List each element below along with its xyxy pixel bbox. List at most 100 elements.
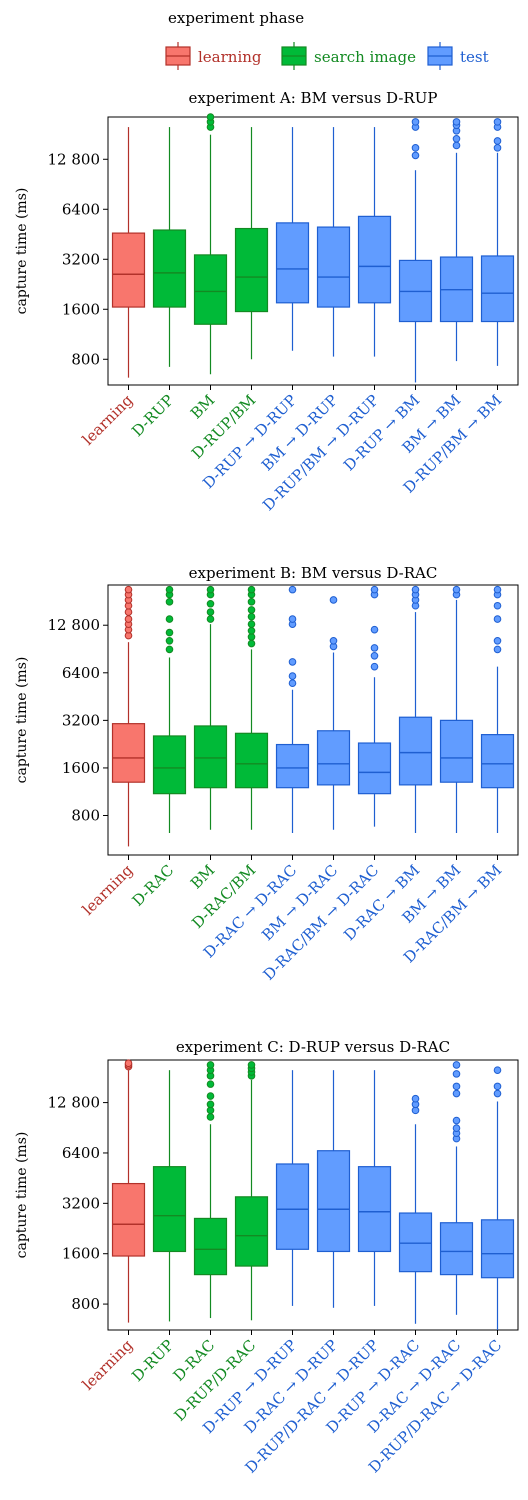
outlier-point [370, 585, 379, 594]
x-tick-label: BM [187, 861, 218, 892]
outlier-point [165, 598, 174, 606]
y-tick-label: 800 [71, 350, 100, 368]
outlier-point [370, 662, 379, 671]
box: learning [79, 127, 146, 449]
outlier-point [206, 1113, 215, 1121]
box-iqr [275, 222, 310, 304]
outlier-point [493, 585, 502, 594]
x-tick-label: learning [79, 861, 137, 919]
box: learning [79, 585, 146, 919]
box-iqr [398, 716, 433, 786]
y-tick-label: 6400 [62, 664, 100, 682]
y-tick-label: 12 800 [48, 150, 101, 168]
outlier-point [124, 615, 133, 623]
outlier-point [206, 608, 215, 616]
outlier-point [124, 1059, 133, 1068]
outlier-point [452, 1116, 461, 1125]
outlier-point [165, 628, 174, 637]
box-iqr [193, 254, 228, 325]
y-tick-label: 6400 [62, 1144, 100, 1162]
outlier-point [288, 658, 297, 666]
box-iqr [357, 1166, 392, 1253]
y-tick-label: 1600 [62, 300, 100, 318]
box-iqr [439, 719, 474, 783]
outlier-point [452, 135, 461, 143]
outlier-point [206, 585, 215, 594]
y-tick-label: 1600 [62, 1245, 100, 1263]
y-tick-label: 800 [71, 1295, 100, 1313]
outlier-point [493, 137, 502, 145]
legend-title: experiment phase [168, 9, 304, 27]
box-iqr [234, 732, 269, 789]
box-iqr [316, 730, 351, 786]
outlier-point [288, 679, 297, 687]
x-tick-label: D-RUP [128, 1336, 177, 1385]
outlier-point [247, 606, 256, 614]
box-iqr [152, 229, 187, 308]
box-iqr [316, 226, 351, 308]
outlier-point [247, 612, 256, 621]
outlier-point [288, 585, 297, 594]
y-axis-label: capture time (ms) [14, 1132, 30, 1259]
box-iqr [111, 1182, 146, 1257]
box-iqr [275, 1163, 310, 1250]
box: BM [187, 585, 228, 892]
box-iqr [316, 1150, 351, 1253]
y-tick-label: 1600 [62, 759, 100, 777]
outlier-point [247, 639, 256, 648]
outlier-point [493, 144, 502, 152]
outlier-point [206, 599, 215, 608]
outlier-point [288, 672, 297, 680]
outlier-point [206, 1080, 215, 1088]
outlier-point [452, 1061, 461, 1069]
y-tick-label: 6400 [62, 200, 100, 218]
outlier-point [370, 644, 379, 652]
plot-frame [107, 1059, 519, 1331]
legend-item: search image [281, 42, 416, 70]
chart-panels: experiment A: BM versus D-RUP capture tim… [14, 89, 519, 1477]
legend-item: test [427, 42, 489, 70]
box-iqr [357, 215, 392, 304]
outlier-point [165, 645, 174, 654]
outlier-point [493, 601, 502, 610]
chart-panel: experiment A: BM versus D-RUP capture tim… [14, 89, 519, 514]
outlier-point [493, 1082, 502, 1091]
outlier-point [206, 615, 215, 623]
y-tick-label: 3200 [62, 250, 100, 268]
legend-label: search image [314, 48, 416, 66]
outlier-point [493, 637, 502, 645]
box-iqr [152, 1166, 187, 1253]
box-iqr [234, 227, 269, 313]
y-axis-label: capture time (ms) [14, 657, 30, 784]
outlier-point [206, 1100, 215, 1109]
outlier-point [370, 625, 379, 634]
x-tick-label: BM [187, 391, 218, 422]
x-tick-label: learning [79, 1336, 137, 1394]
box-iqr [152, 735, 187, 795]
box: BM [187, 113, 228, 422]
legend-label: test [460, 48, 489, 66]
outlier-point [411, 151, 420, 160]
outlier-point [247, 620, 256, 628]
outlier-point [411, 144, 420, 152]
chart-title: experiment C: D-RUP versus D-RAC [176, 1038, 450, 1056]
y-tick-label: 3200 [62, 711, 100, 729]
legend-label: learning [198, 48, 262, 66]
outlier-point [493, 1089, 502, 1098]
outlier-point [493, 615, 502, 623]
plot-frame [107, 116, 519, 386]
x-tick-label: D-RUP [128, 391, 177, 440]
legend-item: learning [165, 42, 262, 70]
outlier-point [329, 637, 338, 645]
y-tick-label: 3200 [62, 1194, 100, 1212]
y-tick-label: 12 800 [48, 616, 101, 634]
outlier-point [165, 615, 174, 623]
outlier-point [493, 1066, 502, 1074]
box-iqr [111, 232, 146, 308]
y-tick-label: 12 800 [48, 1094, 101, 1112]
outlier-point [452, 118, 461, 126]
outlier-point [452, 1089, 461, 1098]
outlier-point [452, 1124, 461, 1132]
chart-title: experiment B: BM versus D-RAC [189, 564, 438, 582]
